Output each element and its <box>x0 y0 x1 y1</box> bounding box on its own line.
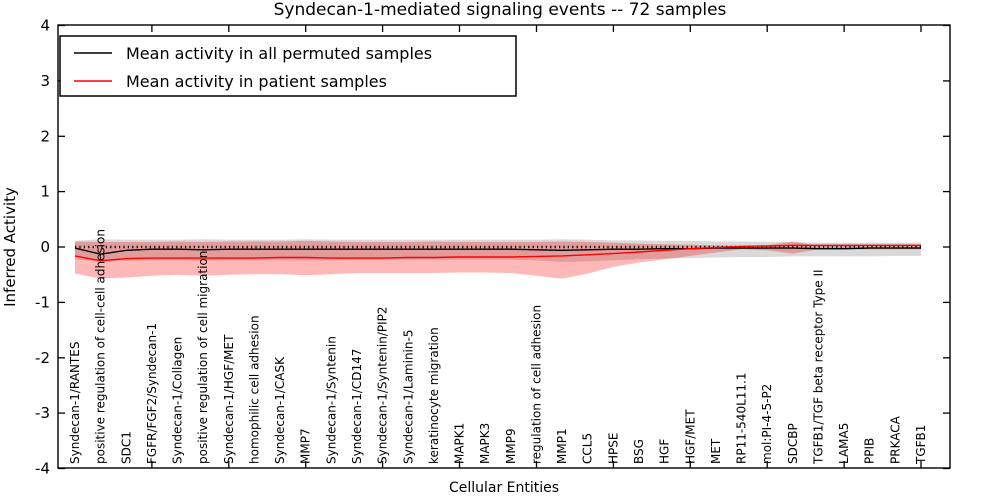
y-tick-label: -3 <box>35 404 50 422</box>
category-label: regulation of cell adhesion <box>530 305 544 464</box>
category-label: mol:PI-4-5-P2 <box>760 384 774 464</box>
y-tick-label: 2 <box>40 127 50 145</box>
category-label: MAPK1 <box>453 423 467 464</box>
category-label: Syndecan-1/HGF/MET <box>222 334 236 464</box>
y-tick-label: -4 <box>35 460 50 478</box>
category-label: LAMA5 <box>837 423 851 464</box>
category-label: MET <box>709 438 723 464</box>
y-tick-label: 1 <box>40 183 50 201</box>
confidence-bands <box>75 239 921 279</box>
category-label: SDCBP <box>786 423 800 464</box>
category-tick-labels: Syndecan-1/RANTES positive regulation of … <box>68 229 928 465</box>
line-series-1 <box>74 244 921 262</box>
series-lines <box>74 244 921 262</box>
chart-title: Syndecan-1-mediated signaling events -- … <box>274 0 727 20</box>
category-label: TGFB1 <box>914 425 928 465</box>
legend: Mean activity in all permuted samples Me… <box>59 35 517 97</box>
x-axis-title: Cellular Entities <box>449 480 559 496</box>
legend-box <box>59 35 517 97</box>
category-label: homophilic cell adhesion <box>248 315 262 464</box>
y-tick-label: 0 <box>40 238 50 256</box>
category-label: CCL5 <box>581 433 595 464</box>
y-tick-label: -1 <box>35 293 50 311</box>
band-series-1 <box>75 240 921 279</box>
category-label: Syndecan-1/Syntenin/PIP2 <box>376 306 390 464</box>
category-label: PRKACA <box>888 415 902 464</box>
category-label: TGFB1/TGF beta receptor Type II <box>812 269 826 465</box>
category-label: Syndecan-1/CASK <box>273 356 287 464</box>
band-series-0 <box>75 239 921 262</box>
legend-label-permuted: Mean activity in all permuted samples <box>126 44 432 63</box>
category-label: RP11-540L11.1 <box>735 373 749 464</box>
category-label: MMP9 <box>504 428 518 464</box>
category-label: MMP1 <box>555 428 569 464</box>
category-label: MAPK3 <box>478 423 492 464</box>
category-label: SDC1 <box>119 431 133 464</box>
category-label: PPIB <box>863 438 877 464</box>
category-label: positive regulation of cell migration <box>196 251 210 464</box>
category-label: Syndecan-1/RANTES <box>68 342 82 464</box>
y-tick-label: 4 <box>40 17 50 35</box>
legend-label-patient: Mean activity in patient samples <box>126 72 387 91</box>
category-label: positive regulation of cell-cell adhesio… <box>94 229 108 464</box>
category-label: BSG <box>632 439 646 464</box>
category-label: Syndecan-1/CD147 <box>350 349 364 464</box>
category-label: MMP7 <box>299 428 313 464</box>
axis-ticks <box>58 24 950 470</box>
y-tick-label: -2 <box>35 349 50 367</box>
category-label: Syndecan-1/Collagen <box>171 337 185 464</box>
y-axis-title: Inferred Activity <box>1 187 19 307</box>
category-label: HPSE <box>606 433 620 464</box>
category-label: keratinocyte migration <box>427 327 441 464</box>
line-series-0 <box>74 247 921 255</box>
category-label: Syndecan-1/Laminin-5 <box>401 330 415 464</box>
y-tick-labels: -4 -3 -2 -1 0 1 2 3 4 <box>35 17 50 478</box>
category-label: FGFR/FGF2/Syndecan-1 <box>145 323 159 464</box>
category-label: Syndecan-1/Syntenin <box>324 336 338 464</box>
category-label: HGF <box>658 439 672 464</box>
y-tick-label: 3 <box>40 72 50 90</box>
category-label: HGF/MET <box>683 409 697 464</box>
